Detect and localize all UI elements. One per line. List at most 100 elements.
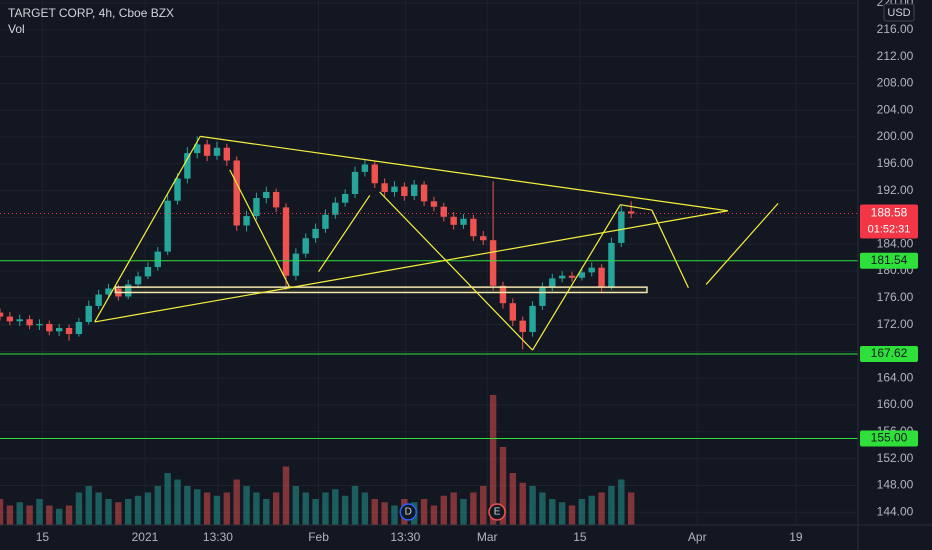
- volume-bar: [322, 492, 329, 525]
- volume-bar: [627, 492, 635, 525]
- candle-body: [618, 211, 625, 243]
- trend-line: [651, 209, 689, 289]
- candle-body: [489, 240, 497, 286]
- candle-body: [558, 275, 566, 279]
- volume-bar: [95, 492, 102, 525]
- candle-body: [450, 216, 457, 225]
- y-tick-label: 148.00: [877, 478, 914, 492]
- candle-body: [361, 164, 369, 172]
- volume-bar: [558, 502, 566, 525]
- volume-bar: [332, 489, 339, 525]
- candle-body: [125, 284, 132, 297]
- y-tick-label: 176.00: [877, 290, 914, 304]
- volume-bar: [361, 492, 369, 525]
- volume-bar: [460, 499, 467, 525]
- volume-bar: [36, 499, 43, 525]
- axes: 144.00148.00152.00156.00160.00164.00168.…: [36, 0, 918, 544]
- candle-body: [223, 147, 231, 161]
- volume-bar: [302, 492, 309, 525]
- volume-bar: [470, 492, 477, 525]
- candle-body: [539, 287, 546, 306]
- candle-body: [263, 191, 270, 199]
- level-tag: [860, 430, 918, 447]
- event-marker[interactable]: [488, 503, 506, 521]
- event-label[interactable]: D: [405, 507, 412, 518]
- x-tick-label: 15: [36, 530, 50, 544]
- level-tag: [860, 252, 918, 269]
- last-price-label: 188.58: [871, 206, 908, 220]
- volume-bar: [6, 505, 14, 525]
- volume-bar: [480, 486, 487, 525]
- candle-body: [302, 238, 309, 254]
- candle-body: [55, 327, 63, 332]
- candle-body: [411, 184, 418, 196]
- y-tick-label: 164.00: [877, 370, 914, 384]
- volume-bar: [608, 486, 615, 525]
- grid: [0, 0, 858, 525]
- event-label[interactable]: E: [494, 507, 501, 518]
- x-tick-label: 2021: [132, 530, 159, 544]
- y-tick-label: 196.00: [877, 156, 914, 170]
- candle-body: [578, 272, 586, 278]
- candle-body: [322, 214, 329, 229]
- candle-body: [75, 321, 83, 335]
- volume-bar: [312, 499, 319, 525]
- volume-bar: [233, 479, 240, 525]
- volume-bar: [499, 447, 507, 525]
- volume-bar: [519, 482, 526, 525]
- volume-bar: [529, 486, 536, 525]
- volume-bar: [341, 495, 349, 525]
- candle-body: [134, 276, 142, 285]
- volume-bar: [213, 495, 221, 525]
- volume-bar: [420, 499, 428, 525]
- volume-bar: [174, 479, 181, 525]
- candle-body: [164, 200, 171, 252]
- candle-body: [381, 183, 388, 192]
- price-pane: [0, 135, 858, 440]
- y-tick-label: 172.00: [877, 317, 914, 331]
- candle-body: [233, 160, 240, 226]
- level-label: 167.62: [871, 346, 908, 360]
- volume-bar: [65, 505, 73, 525]
- candle-body: [420, 184, 428, 202]
- candle-body: [371, 164, 378, 184]
- volume-bar: [440, 495, 447, 525]
- volume-bar: [539, 492, 546, 525]
- candle-body: [282, 207, 290, 276]
- volume-bar: [509, 473, 517, 525]
- candle-body: [627, 211, 635, 214]
- volume-bar: [85, 486, 92, 525]
- zone-box: [114, 286, 648, 294]
- currency-label[interactable]: USD: [887, 7, 910, 19]
- candle-body: [174, 178, 181, 201]
- candle-body: [351, 171, 359, 194]
- currency-button[interactable]: [883, 3, 915, 22]
- volume-bar: [618, 479, 625, 525]
- y-tick-label: 184.00: [877, 236, 914, 250]
- candle-body: [440, 206, 447, 217]
- y-tick-label: 152.00: [877, 451, 914, 465]
- volume-bar: [568, 505, 576, 525]
- candle-body: [184, 153, 191, 179]
- x-tick-label: Mar: [477, 530, 498, 544]
- candle-body: [588, 267, 595, 273]
- chart-title: TARGET CORP, 4h, Cboe BZX: [8, 6, 174, 20]
- candle-body: [26, 319, 33, 326]
- candle-body: [549, 278, 556, 288]
- volume-label: Vol: [8, 22, 25, 36]
- volume-bar: [115, 502, 122, 525]
- volume-bar: [588, 495, 595, 525]
- y-tick-label: 160.00: [877, 397, 914, 411]
- candle-body: [401, 186, 408, 196]
- x-tick-label: 13:30: [203, 530, 233, 544]
- level-label: 181.54: [871, 253, 908, 267]
- candle-body: [568, 275, 576, 278]
- volume-bar: [371, 499, 378, 525]
- candle-body: [36, 323, 43, 326]
- x-tick-label: Apr: [688, 530, 707, 544]
- trend-line: [620, 204, 652, 211]
- candle-body: [391, 186, 398, 192]
- event-marker[interactable]: [399, 503, 418, 521]
- volume-bar: [16, 502, 23, 525]
- volume-bar: [154, 486, 161, 525]
